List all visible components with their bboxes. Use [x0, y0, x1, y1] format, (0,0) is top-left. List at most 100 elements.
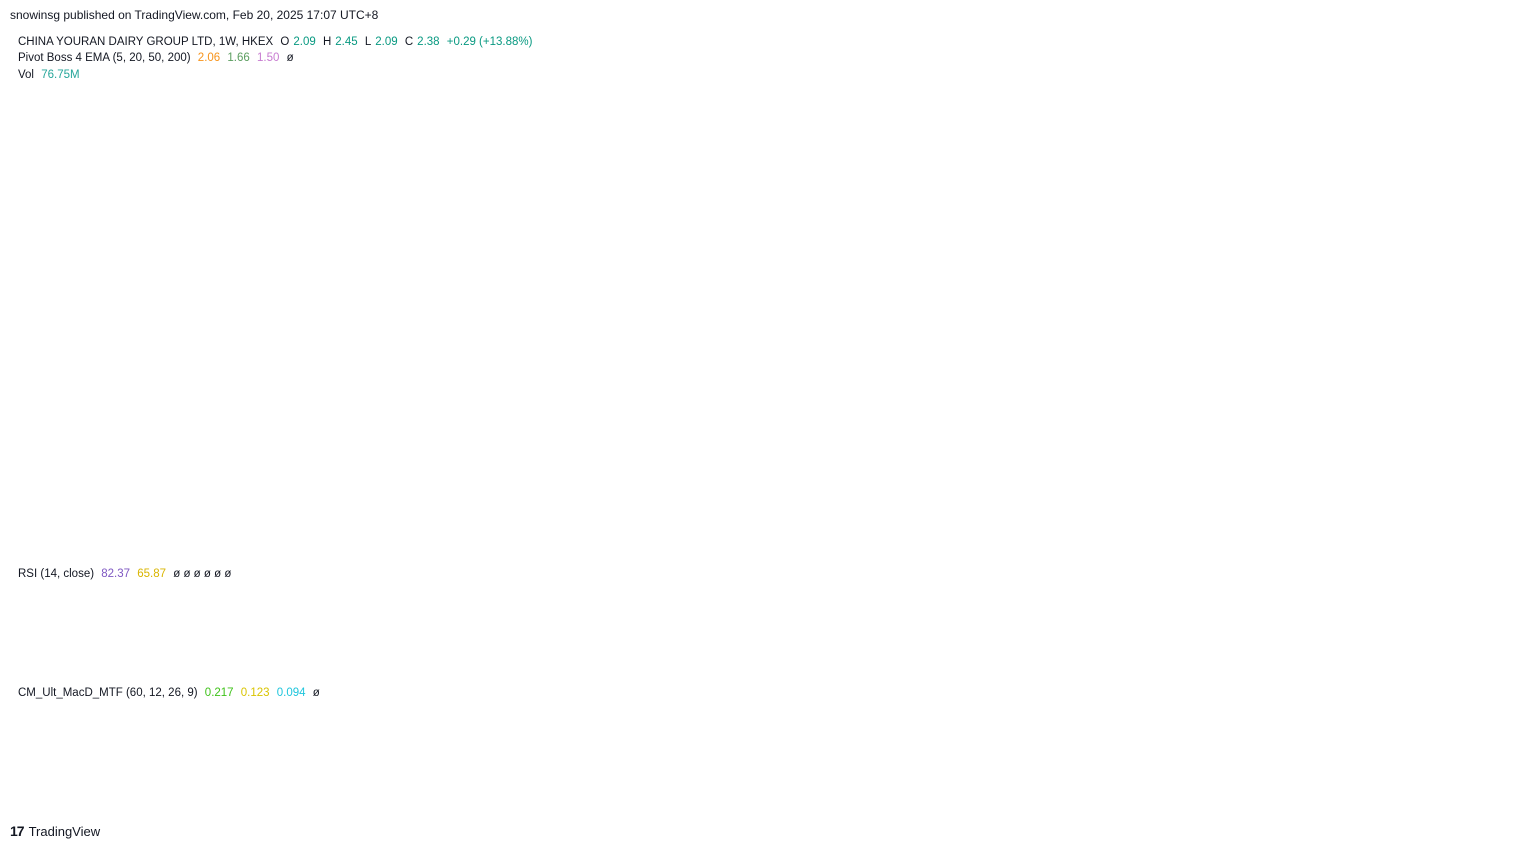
- candle: [1183, 458, 1191, 475]
- volume-bar: [1119, 552, 1128, 558]
- macd-histogram-bar: [754, 715, 759, 718]
- macd-line-segment: [158, 751, 172, 757]
- volume-bar: [669, 546, 679, 558]
- volume-bar: [211, 542, 221, 558]
- price-tick-4: 3.40: [1467, 147, 1489, 159]
- candle: [120, 412, 128, 431]
- candle: [148, 418, 155, 422]
- macd-line-segment: [1258, 728, 1272, 734]
- macd-line-segment: [259, 731, 273, 737]
- candle: [1147, 438, 1154, 481]
- macd-histogram-bar: [736, 715, 741, 718]
- macd-histogram-bar: [1176, 712, 1181, 718]
- macd-line-segment: [277, 731, 291, 736]
- macd-histogram-bar: [1166, 711, 1171, 718]
- macd-histogram-bar: [1121, 717, 1126, 718]
- rsi-band: [10, 604, 1455, 668]
- macd-histogram-bar: [1322, 716, 1327, 718]
- dividend-marker-label: D: [438, 542, 445, 553]
- time-tick-6: Sep: [589, 795, 609, 807]
- candle: [111, 399, 119, 413]
- volume-bar: [550, 532, 560, 558]
- volume-bar: [578, 546, 587, 558]
- rsi-value-tag: [1462, 579, 1494, 594]
- candle: [1238, 471, 1246, 484]
- macd-line-segment: [231, 734, 246, 740]
- macd-signal-tag-label: 0.123: [1466, 703, 1495, 715]
- price-tick-14: 1.40: [1467, 457, 1489, 469]
- candle: [1165, 443, 1173, 459]
- macd-line-segment: [1377, 716, 1391, 723]
- volume-bar: [853, 544, 862, 558]
- price-tick-11: 2.00: [1467, 364, 1489, 376]
- candle: [945, 468, 953, 481]
- candle: [762, 449, 769, 459]
- price-tick-6: 3.00: [1467, 209, 1489, 221]
- candle: [386, 322, 394, 346]
- volume-bar: [1036, 540, 1046, 558]
- candle: [487, 392, 494, 397]
- candle: [1211, 469, 1218, 475]
- volume-bar: [1238, 462, 1247, 558]
- macd-line-segment: [791, 740, 805, 746]
- volume-bar: [92, 510, 101, 558]
- volume-bar: [724, 546, 734, 558]
- macd-histogram-bar: [626, 715, 631, 718]
- volume-bar: [1201, 468, 1211, 558]
- vol-name: Vol: [18, 69, 34, 81]
- volume-bar: [394, 548, 404, 558]
- macd-line-segment: [1176, 727, 1190, 733]
- volume-bar: [220, 544, 230, 558]
- macd-histogram-bar: [891, 717, 896, 718]
- candle: [1009, 492, 1017, 497]
- price-tick-1: 4.00: [1467, 54, 1489, 66]
- macd-line-segment: [809, 741, 823, 746]
- macd-cross-dot: [1017, 734, 1027, 744]
- candle: [890, 480, 898, 490]
- macd-histogram-bar: [1084, 717, 1089, 718]
- macd-line-segment: [506, 739, 521, 744]
- macd-line-segment: [241, 733, 255, 739]
- candle: [881, 480, 889, 487]
- candle: [1348, 392, 1356, 447]
- macd-line-segment: [690, 740, 704, 746]
- candle: [606, 449, 614, 453]
- volume-bar: [257, 512, 266, 558]
- ema50-tag-label: 1.50: [1466, 440, 1488, 452]
- volume-bar: [1357, 536, 1366, 558]
- candle: [157, 399, 164, 419]
- volume-bar: [339, 544, 349, 558]
- volume-bar: [908, 548, 917, 558]
- macd-histogram-bar: [470, 715, 475, 718]
- macd-histogram-bar: [415, 716, 420, 718]
- macd-v3: 0.094: [276, 687, 306, 699]
- macd-histogram-bar: [30, 716, 35, 718]
- time-tick-2: 2023: [220, 795, 246, 807]
- macd-line-segment: [827, 740, 841, 745]
- candle: [395, 322, 403, 351]
- rsi-tick-1: 59.25: [1468, 640, 1497, 652]
- macd-histogram-bar: [946, 715, 951, 718]
- macd-histogram-bar: [763, 716, 768, 718]
- volume-bar: [321, 542, 331, 558]
- time-tick-15: Mar: [1406, 795, 1426, 807]
- macd-line-segment: [552, 740, 566, 746]
- candle: [468, 387, 476, 393]
- candle: [294, 331, 302, 343]
- volume-bar: [1018, 544, 1027, 558]
- macd-line-segment: [76, 741, 90, 750]
- macd-line-segment: [433, 732, 447, 737]
- candle: [276, 337, 284, 354]
- volume-bar: [816, 548, 826, 558]
- candle: [358, 365, 366, 376]
- macd-histogram-bar: [461, 715, 466, 718]
- candle: [578, 449, 586, 453]
- candle: [661, 449, 669, 453]
- volume-bar: [477, 552, 486, 558]
- ema50-tag: [1462, 437, 1494, 452]
- candle: [780, 469, 788, 481]
- volume-bar: [449, 550, 459, 558]
- candle: [844, 477, 852, 481]
- volume-bar: [486, 550, 496, 558]
